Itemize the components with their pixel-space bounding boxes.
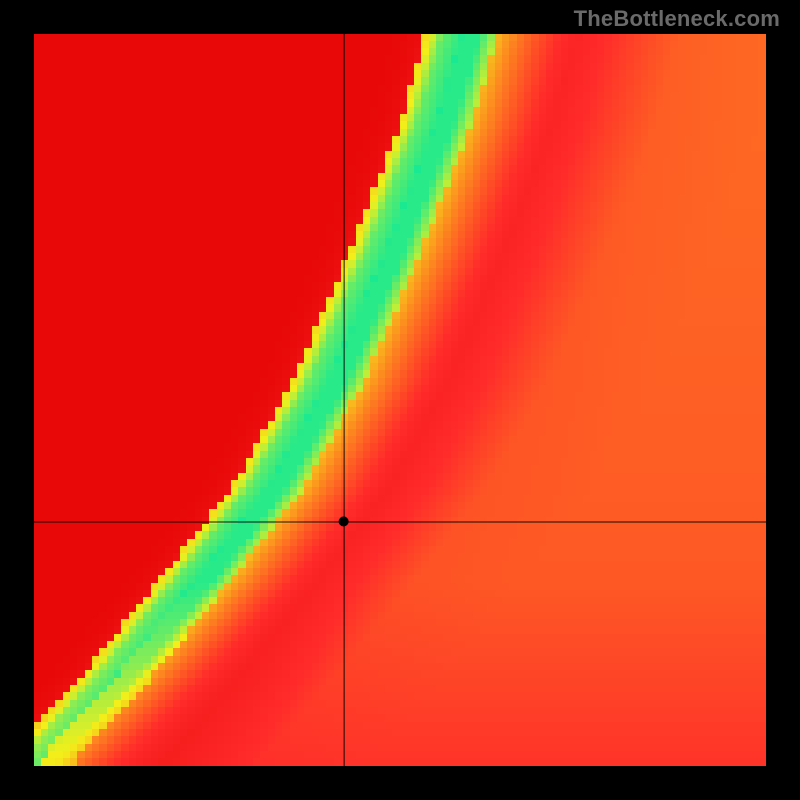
watermark-text: TheBottleneck.com <box>574 6 780 32</box>
